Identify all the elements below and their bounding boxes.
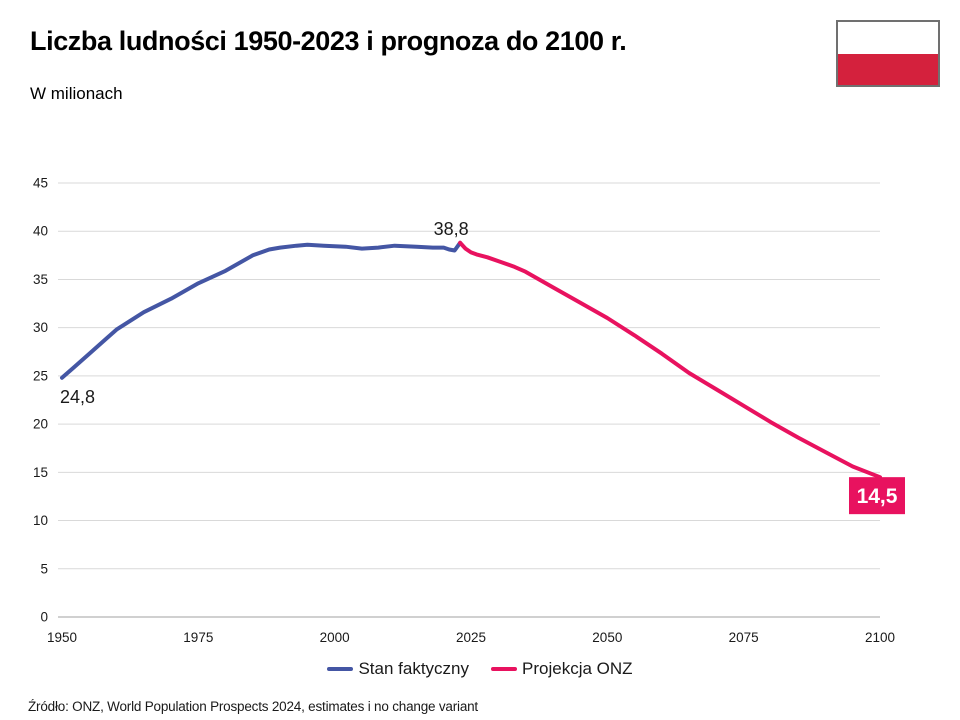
x-tick-label-2075: 2075 — [729, 630, 759, 645]
series-line-actual — [60, 240, 463, 380]
source-note: Źródło: ONZ, World Population Prospects … — [28, 699, 478, 714]
y-tick-label-15: 15 — [33, 465, 48, 480]
legend-label-projection: Projekcja ONZ — [522, 659, 633, 678]
y-tick-label-45: 45 — [33, 176, 48, 191]
poland-flag — [836, 20, 940, 87]
data-label-end: 14,5 — [857, 485, 898, 508]
x-tick-label-2100: 2100 — [865, 630, 895, 645]
y-tick-label-30: 30 — [33, 320, 48, 335]
x-tick-label-2025: 2025 — [456, 630, 486, 645]
data-label-end-badge — [849, 477, 905, 515]
flag-red-stripe — [838, 53, 938, 85]
x-tick-label-2050: 2050 — [592, 630, 622, 645]
y-tick-label-10: 10 — [33, 513, 48, 528]
page-title: Liczba ludności 1950-2023 i prognoza do … — [30, 26, 627, 56]
series-line-projection — [458, 240, 882, 480]
legend-swatch-actual-line — [327, 667, 354, 671]
legend-label-actual: Stan faktyczny — [358, 659, 470, 678]
legend-item-actual: Stan faktyczny — [327, 659, 469, 679]
data-label-start: 24,8 — [60, 387, 95, 407]
legend-item-projection: Projekcja ONZ — [491, 659, 633, 679]
x-tick-label-1950: 1950 — [47, 630, 77, 645]
y-tick-label-35: 35 — [33, 272, 48, 287]
y-tick-label-40: 40 — [33, 224, 48, 239]
legend-swatch-projection-line — [491, 667, 518, 671]
y-tick-label-25: 25 — [33, 368, 48, 383]
y-tick-label-0: 0 — [40, 610, 48, 625]
y-tick-label-5: 5 — [40, 561, 48, 576]
chart-legend: Stan faktyczny Projekcja ONZ — [0, 659, 960, 679]
y-tick-label-20: 20 — [33, 417, 48, 432]
x-tick-label-2000: 2000 — [320, 630, 350, 645]
data-label-peak: 38,8 — [434, 219, 469, 239]
x-tick-label-1975: 1975 — [183, 630, 213, 645]
page-subtitle: W milionach — [30, 84, 123, 103]
flag-white-stripe — [838, 22, 938, 54]
